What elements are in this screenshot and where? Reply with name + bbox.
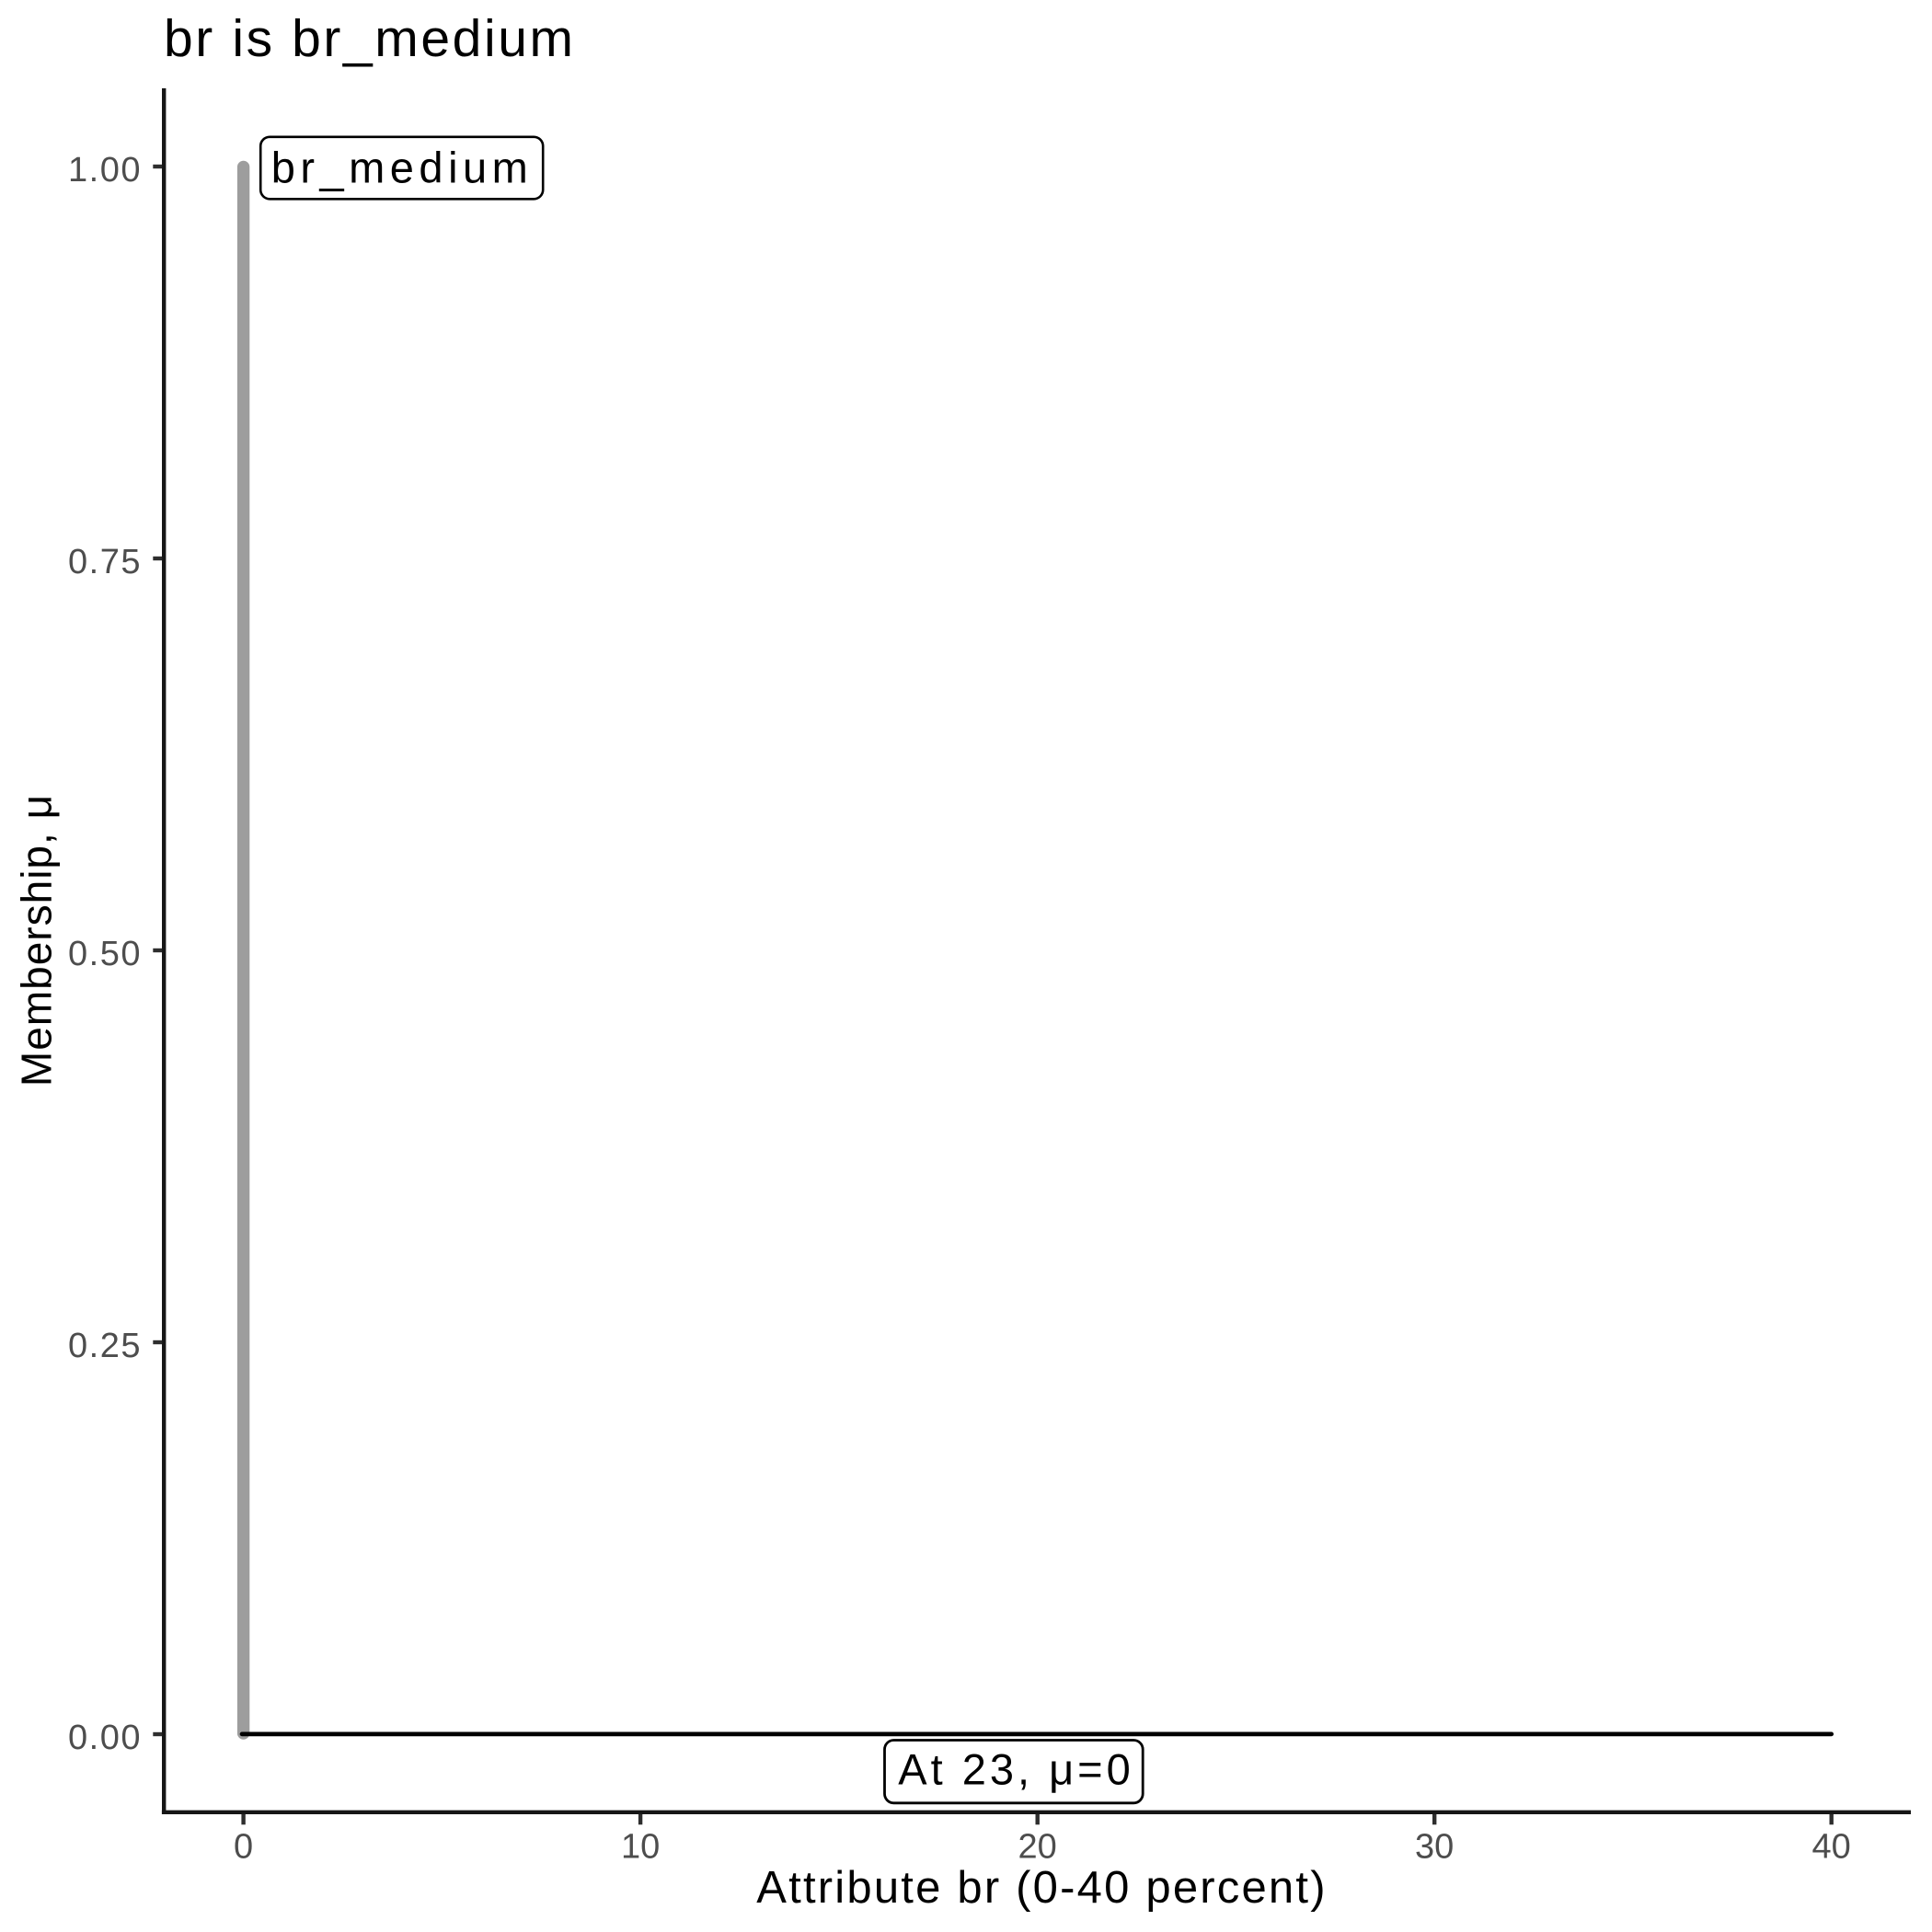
- svg-text:br_medium: br_medium: [271, 143, 534, 191]
- svg-text:0.25: 0.25: [68, 1327, 142, 1365]
- svg-text:Membership, μ: Membership, μ: [13, 794, 61, 1087]
- svg-text:Attribute br (0-40 percent): Attribute br (0-40 percent): [756, 1863, 1327, 1913]
- svg-text:40: 40: [1812, 1828, 1851, 1867]
- svg-text:0.00: 0.00: [68, 1719, 142, 1757]
- svg-text:20: 20: [1018, 1828, 1057, 1867]
- svg-text:10: 10: [621, 1828, 660, 1867]
- svg-text:br is br_medium: br is br_medium: [164, 9, 576, 68]
- svg-text:At 23, μ=0: At 23, μ=0: [898, 1745, 1134, 1794]
- svg-text:0.75: 0.75: [68, 543, 142, 581]
- svg-text:0.50: 0.50: [68, 935, 142, 973]
- svg-text:30: 30: [1415, 1828, 1454, 1867]
- svg-text:1.00: 1.00: [68, 151, 142, 190]
- svg-text:0: 0: [234, 1828, 253, 1867]
